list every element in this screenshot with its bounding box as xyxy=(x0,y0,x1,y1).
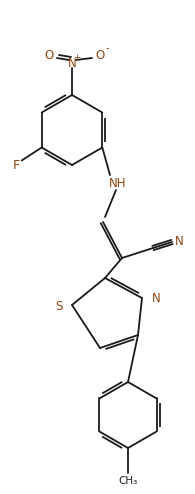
Text: -: - xyxy=(105,43,109,53)
Text: CH₃: CH₃ xyxy=(118,476,138,486)
Text: N: N xyxy=(152,291,161,304)
Text: S: S xyxy=(56,299,63,313)
Text: O: O xyxy=(95,48,105,61)
Text: +: + xyxy=(73,52,81,61)
Text: F: F xyxy=(13,159,20,172)
Text: N: N xyxy=(175,235,183,247)
Text: N: N xyxy=(68,56,76,70)
Text: O: O xyxy=(44,48,54,61)
Text: NH: NH xyxy=(109,176,127,190)
